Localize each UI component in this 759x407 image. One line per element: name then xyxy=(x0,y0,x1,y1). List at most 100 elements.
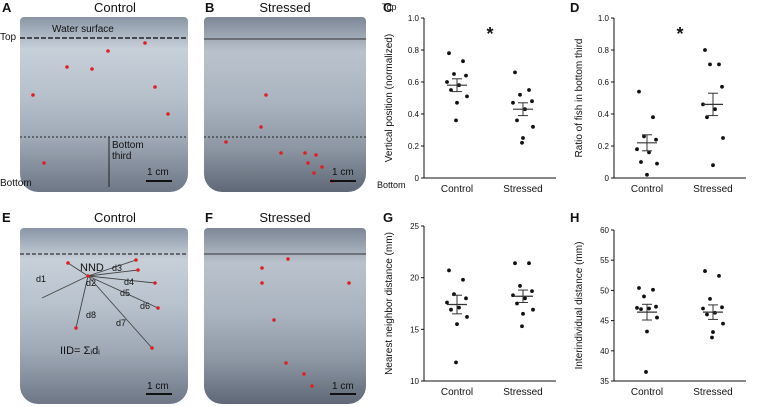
data-point xyxy=(705,312,709,317)
distance-label-d5: d5 xyxy=(120,288,131,298)
x-category-label: Stressed xyxy=(693,184,732,195)
scale-label-a: 1 cm xyxy=(147,167,169,178)
y-tick-label: 0 xyxy=(415,174,420,183)
fish-marker xyxy=(286,257,290,261)
scale-bar-a xyxy=(146,180,172,182)
distance-line xyxy=(87,275,159,309)
fish-marker xyxy=(106,49,110,53)
data-point xyxy=(642,294,646,299)
significance-marker: * xyxy=(486,24,493,44)
data-point xyxy=(530,99,534,104)
data-point xyxy=(703,269,707,273)
data-point xyxy=(527,261,531,266)
data-point xyxy=(518,92,522,97)
stressed-tank-photo xyxy=(204,17,366,192)
data-point xyxy=(515,118,519,123)
fish-marker xyxy=(31,93,35,97)
control-tank-photo xyxy=(20,17,188,192)
data-point xyxy=(454,360,458,365)
fish-marker xyxy=(259,125,263,129)
data-point xyxy=(639,307,643,312)
distance-line xyxy=(41,275,89,299)
distance-label-d2: d2 xyxy=(86,278,97,288)
fish-marker xyxy=(302,372,306,376)
data-point xyxy=(645,329,649,334)
top-label: Top xyxy=(0,32,17,43)
data-point xyxy=(457,305,461,310)
scale-bar-e xyxy=(146,393,172,395)
data-point xyxy=(452,72,456,76)
y-tick-label: 25 xyxy=(410,222,419,231)
data-point xyxy=(461,277,465,282)
x-category-label: Stressed xyxy=(503,184,542,195)
data-point xyxy=(705,115,709,120)
data-point xyxy=(637,89,641,94)
scale-label-e: 1 cm xyxy=(147,381,169,392)
fish-marker xyxy=(310,384,314,388)
distance-label-d4: d4 xyxy=(124,277,135,287)
fish-marker xyxy=(90,67,94,71)
y-tick-label: 50 xyxy=(600,286,609,295)
y-tick-label: 45 xyxy=(600,317,609,326)
y-tick-label: 60 xyxy=(600,226,609,235)
fish-markers-f xyxy=(260,257,351,388)
fish-marker xyxy=(136,268,140,272)
fish-marker xyxy=(143,41,147,45)
fish-marker xyxy=(42,161,46,165)
data-point xyxy=(711,330,715,334)
bottom-third-label-line2: third xyxy=(112,151,132,162)
y-tick-label: 15 xyxy=(410,325,419,334)
distance-line xyxy=(87,269,139,277)
scale-bar-f xyxy=(330,393,356,395)
panel-letter-e: E xyxy=(2,210,11,225)
nnd-label: NND xyxy=(80,262,104,274)
data-point xyxy=(521,311,525,316)
fish-marker xyxy=(134,258,138,262)
fish-marker xyxy=(314,153,318,157)
data-point xyxy=(520,140,524,145)
y-tick-label: 0.8 xyxy=(598,46,610,55)
panel-letter-c: C xyxy=(383,0,393,15)
distance-line xyxy=(75,275,89,329)
y-tick-label: 1.0 xyxy=(598,14,610,23)
chart-ratio-bottom-third: 0 0.2 0.4 0.6 0.8 1.0 Ratio of fish in bottom … xyxy=(574,14,746,195)
data-point xyxy=(717,274,721,278)
fish-marker xyxy=(66,261,70,265)
data-point xyxy=(461,59,465,64)
x-category-label: Control xyxy=(631,387,663,398)
distance-label-d8: d8 xyxy=(86,310,97,320)
fish-marker xyxy=(74,326,78,330)
fish-marker xyxy=(279,151,283,155)
y-tick-label: 0.4 xyxy=(408,110,420,119)
panel-e-title: Control xyxy=(94,210,136,225)
y-bottom-annotation: Bottom xyxy=(377,180,406,190)
y-axis-label: Interindividual distance (mm) xyxy=(574,242,585,370)
data-point xyxy=(518,284,522,288)
data-point xyxy=(523,296,527,301)
fish-marker xyxy=(264,93,268,97)
data-point xyxy=(701,306,705,311)
y-tick-label: 0.6 xyxy=(408,78,420,87)
y-tick-label: 20 xyxy=(410,274,419,283)
data-point xyxy=(449,307,453,312)
panel-letter-a: A xyxy=(2,0,12,15)
data-point xyxy=(721,136,725,140)
y-tick-label: 0 xyxy=(605,174,610,183)
chart-interindividual-distance: 35 40 45 50 55 60 Interindividual distance (mm… xyxy=(574,226,746,398)
y-tick-label: 0.2 xyxy=(598,142,610,151)
x-category-label: Stressed xyxy=(503,387,542,398)
x-category-label: Stressed xyxy=(693,387,732,398)
data-point xyxy=(642,134,646,139)
panel-letter-h: H xyxy=(570,210,580,225)
distance-lines xyxy=(41,259,159,349)
y-tick-label: 1.0 xyxy=(408,14,420,23)
control-tank-overlay xyxy=(20,37,188,187)
data-point xyxy=(531,124,535,129)
data-point xyxy=(455,322,459,327)
distance-overlay xyxy=(20,253,188,350)
panel-b-title: Stressed xyxy=(259,0,311,15)
fish-marker xyxy=(303,151,307,155)
fish-marker xyxy=(65,65,69,69)
panel-letter-d: D xyxy=(570,0,580,15)
data-point xyxy=(637,286,641,290)
